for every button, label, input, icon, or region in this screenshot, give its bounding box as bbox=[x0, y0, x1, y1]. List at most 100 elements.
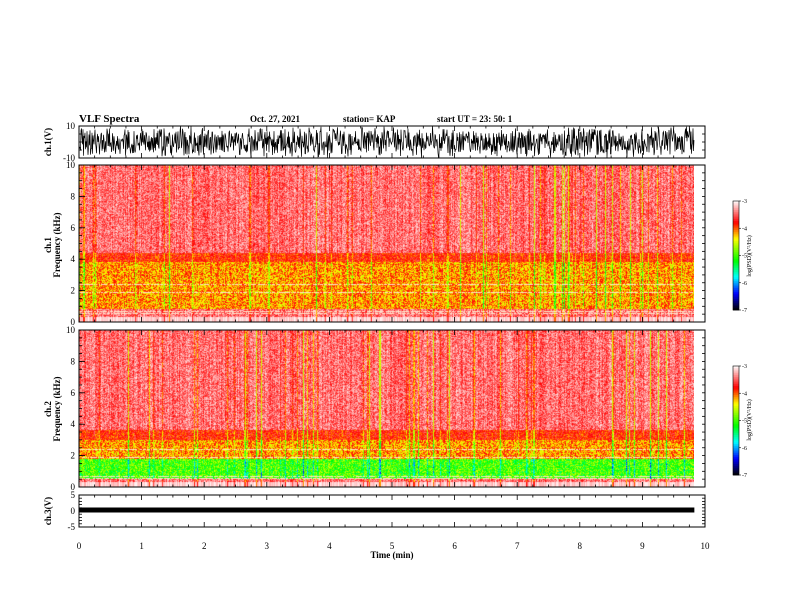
ch1-spectrogram-ylabel-channel: ch.1 bbox=[43, 237, 53, 253]
colorbar2-swatch bbox=[733, 471, 739, 474]
colorbar2-swatch bbox=[733, 402, 739, 405]
ch1-spectrogram-ylabel: Frequency (kHz) bbox=[52, 212, 62, 277]
colorbar2-swatch bbox=[733, 385, 739, 389]
colorbar2-swatch bbox=[733, 467, 739, 470]
colorbar2-swatch bbox=[733, 393, 739, 396]
x-tick-label: 8 bbox=[578, 541, 583, 551]
colorbar1-swatch bbox=[733, 240, 739, 244]
colorbar2-swatch bbox=[733, 369, 739, 372]
colorbar2-swatch bbox=[733, 420, 739, 423]
colorbar2-label: log(PSD)(V²/Hz) bbox=[746, 399, 753, 440]
ch2-spectrogram-ytick-label: 0 bbox=[71, 482, 76, 492]
colorbar1-swatch bbox=[733, 273, 739, 276]
colorbar1-swatch bbox=[733, 248, 739, 251]
colorbar1-swatch bbox=[733, 308, 739, 311]
colorbar1-swatch bbox=[733, 226, 739, 229]
colorbar2-swatch bbox=[733, 373, 739, 376]
colorbar2-swatch bbox=[733, 422, 739, 425]
x-tick-label: 5 bbox=[390, 541, 395, 551]
panel-images bbox=[78, 125, 695, 513]
x-tick-label: 7 bbox=[515, 541, 520, 551]
colorbar2-swatch bbox=[733, 469, 739, 472]
colorbar1-swatch bbox=[733, 306, 739, 309]
colorbar1-swatch bbox=[733, 299, 739, 302]
colorbar2-swatch bbox=[733, 416, 739, 420]
colorbar2-swatch bbox=[733, 418, 739, 421]
colorbar2-tick-label: -4 bbox=[742, 391, 747, 397]
ch1-waveform-ytick-label: -10 bbox=[63, 153, 75, 163]
ch2-spectrogram-ytick-label: 8 bbox=[71, 356, 76, 366]
colorbar2-swatch bbox=[733, 382, 739, 385]
colorbar2-swatch bbox=[733, 451, 739, 454]
colorbar2-swatch bbox=[733, 465, 739, 469]
colorbar2-tick-label: -7 bbox=[742, 473, 747, 479]
colorbar2-swatch bbox=[733, 411, 739, 414]
ch2-spectrogram-ytick-label: 10 bbox=[66, 325, 76, 335]
colorbar2-swatch bbox=[733, 435, 739, 438]
colorbar2-swatch bbox=[733, 366, 739, 369]
colorbar2-swatch bbox=[733, 436, 739, 440]
colorbar2-swatch bbox=[733, 424, 739, 427]
colorbar2-swatch bbox=[733, 391, 739, 394]
ch2-spectrogram-ytick-label: 2 bbox=[71, 451, 76, 461]
ch1-spectrogram-ytick-label: 6 bbox=[71, 223, 76, 233]
colorbar2-tick-label: -3 bbox=[742, 364, 747, 370]
ch1-spectrogram-ytick-label: 0 bbox=[71, 317, 76, 327]
colorbar1-swatch bbox=[733, 242, 739, 245]
ch1-waveform-ytick-label: 10 bbox=[66, 121, 76, 131]
ch2-spectrogram-ytick-label: 6 bbox=[71, 388, 76, 398]
colorbar1-swatch bbox=[733, 237, 739, 240]
colorbar1-swatch bbox=[733, 213, 739, 216]
colorbar2-swatch bbox=[733, 431, 739, 434]
colorbar2-swatch bbox=[733, 438, 739, 441]
ch1-spectrogram-ytick-label: 10 bbox=[66, 160, 76, 170]
colorbar2-swatch bbox=[733, 398, 739, 401]
ch1-waveform-trace bbox=[78, 125, 695, 159]
colorbar1-tick-label: -3 bbox=[742, 199, 747, 205]
ch3-waveform-trace bbox=[79, 507, 695, 513]
colorbar2-swatch bbox=[733, 462, 739, 465]
colorbar2-swatch bbox=[733, 405, 739, 409]
colorbar1-swatch bbox=[733, 251, 739, 255]
colorbar2-swatch bbox=[733, 460, 739, 463]
colorbar2-swatch bbox=[733, 429, 739, 432]
colorbar1-swatch bbox=[733, 260, 739, 264]
colorbar1-swatch bbox=[733, 208, 739, 211]
colorbar2-swatch bbox=[733, 433, 739, 436]
ch1-spectrogram-image bbox=[79, 165, 694, 322]
colorbar1-swatch bbox=[733, 268, 739, 271]
colorbar2-swatch bbox=[733, 455, 739, 458]
colorbar1-swatch bbox=[733, 201, 739, 204]
colorbar1-swatch bbox=[733, 275, 739, 278]
colorbar2-swatch bbox=[733, 456, 739, 460]
colorbar2-swatch bbox=[733, 404, 739, 407]
colorbar1-swatch bbox=[733, 279, 739, 282]
colorbar1-swatch bbox=[733, 290, 739, 293]
x-tick-label: 3 bbox=[265, 541, 270, 551]
ch2-spectrogram-image bbox=[79, 330, 694, 487]
chart-title: VLF Spectra bbox=[79, 113, 140, 125]
colorbar1-swatch bbox=[733, 204, 739, 207]
ch3-waveform-ytick-label: -5 bbox=[68, 522, 76, 532]
x-tick-label: 6 bbox=[452, 541, 457, 551]
colorbar1-swatch bbox=[733, 293, 739, 296]
colorbar1-swatch bbox=[733, 211, 739, 215]
x-tick-label: 2 bbox=[202, 541, 207, 551]
colorbar1-swatch bbox=[733, 246, 739, 249]
colorbar2-swatch bbox=[733, 458, 739, 461]
colorbar2-swatch bbox=[733, 376, 739, 380]
colorbar1-swatch bbox=[733, 215, 739, 218]
colorbar1-swatch bbox=[733, 297, 739, 300]
colorbar2-swatch bbox=[733, 413, 739, 416]
axis-ticks: 0 1 2 3 4 5 6 7 8 9 1010-100246810024681050-5-3-4-… bbox=[63, 121, 747, 551]
colorbar2-swatch bbox=[733, 445, 739, 449]
x-tick-label: 10 bbox=[701, 541, 711, 551]
colorbar1-swatch bbox=[733, 280, 739, 284]
colorbar1-tick-label: -6 bbox=[742, 281, 747, 287]
colorbar1-tick-label: -5 bbox=[742, 254, 747, 260]
ch3-waveform-ylabel: ch.3(V) bbox=[43, 497, 53, 525]
colorbar1-swatch bbox=[733, 291, 739, 295]
x-axis-label: Time (min) bbox=[370, 550, 413, 560]
colorbar1-swatch bbox=[733, 230, 739, 233]
